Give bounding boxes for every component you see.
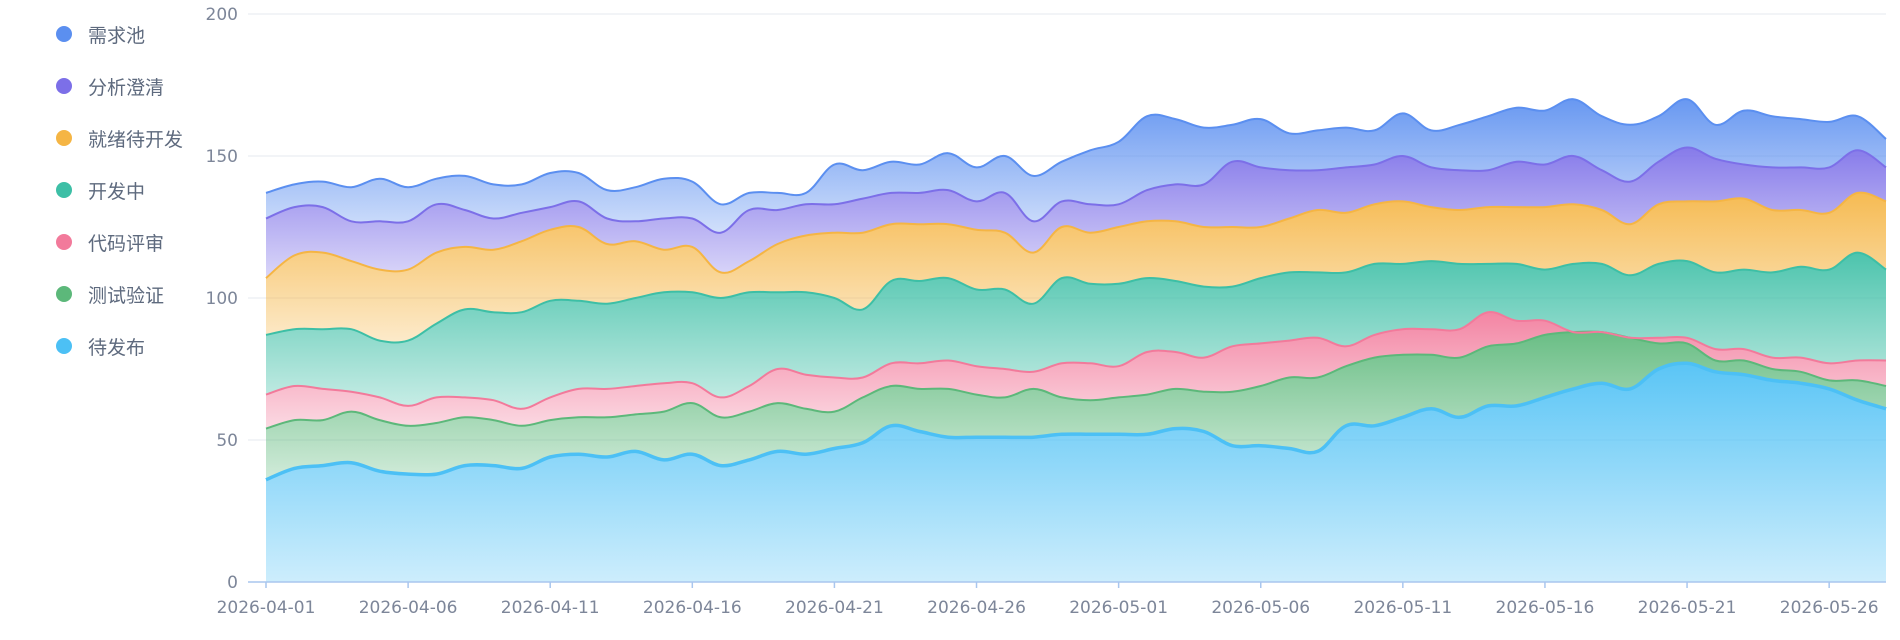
x-tick-label: 2026-04-26	[927, 598, 1026, 618]
legend-dot-icon	[56, 26, 72, 42]
x-tick-label: 2026-05-16	[1496, 598, 1595, 618]
x-tick-label: 2026-05-06	[1211, 598, 1310, 618]
legend-label: 待发布	[88, 336, 146, 359]
legend-item[interactable]: 待发布	[56, 320, 183, 372]
y-tick-label: 100	[206, 289, 238, 309]
x-tick-label: 2026-04-11	[501, 598, 600, 618]
area-6	[266, 147, 1886, 279]
x-tick-label: 2026-05-26	[1780, 598, 1879, 618]
axes: 0 50 100 150 200 2026-04-01 2026-04-06 2026-04-…	[206, 5, 1886, 618]
legend-dot-icon	[56, 182, 72, 198]
legend-item[interactable]: 分析澄清	[56, 60, 183, 112]
chart-legend: 需求池分析澄清就绪待开发开发中代码评审测试验证待发布	[56, 8, 183, 372]
legend-label: 就绪待开发	[88, 128, 184, 151]
x-tick-label: 2026-04-21	[785, 598, 884, 618]
legend-item[interactable]: 代码评审	[56, 216, 183, 268]
legend-dot-icon	[56, 338, 72, 354]
legend-dot-icon	[56, 234, 72, 250]
area-1	[266, 363, 1886, 582]
x-tick-label: 2026-05-21	[1638, 598, 1737, 618]
x-tick-label: 2026-05-01	[1069, 598, 1168, 618]
x-tick-label: 2026-04-16	[643, 598, 742, 618]
y-tick-label: 150	[206, 147, 238, 167]
legend-label: 分析澄清	[88, 76, 165, 99]
legend-label: 测试验证	[88, 284, 165, 307]
series-line-3	[265, 311, 1887, 410]
legend-item[interactable]: 就绪待开发	[56, 112, 183, 164]
series-line-5	[265, 191, 1887, 279]
legend-item[interactable]: 需求池	[56, 8, 183, 60]
y-tick-label: 0	[227, 573, 238, 593]
area-4	[266, 252, 1886, 409]
area-5	[266, 192, 1886, 343]
area-7	[266, 99, 1886, 233]
series-line-7	[265, 98, 1887, 206]
legend-item[interactable]: 测试验证	[56, 268, 183, 320]
series-line-1	[265, 361, 1887, 482]
legend-label: 需求池	[88, 24, 146, 47]
series-line-6	[265, 146, 1887, 234]
x-tick-label: 2026-04-06	[359, 598, 458, 618]
legend-label: 开发中	[88, 180, 146, 203]
area-2	[266, 331, 1886, 480]
legend-item[interactable]: 开发中	[56, 164, 183, 216]
y-tick-label: 50	[216, 431, 238, 451]
area-3	[266, 312, 1886, 429]
x-tick-label: 2026-05-11	[1353, 598, 1452, 618]
legend-dot-icon	[56, 78, 72, 94]
series-line-4	[265, 251, 1887, 344]
legend-label: 代码评审	[88, 232, 165, 255]
area-series	[266, 99, 1886, 582]
series-lines	[265, 98, 1887, 482]
x-tick-label: 2026-04-01	[217, 598, 316, 618]
legend-dot-icon	[56, 286, 72, 302]
y-tick-label: 200	[206, 5, 238, 25]
legend-dot-icon	[56, 130, 72, 146]
